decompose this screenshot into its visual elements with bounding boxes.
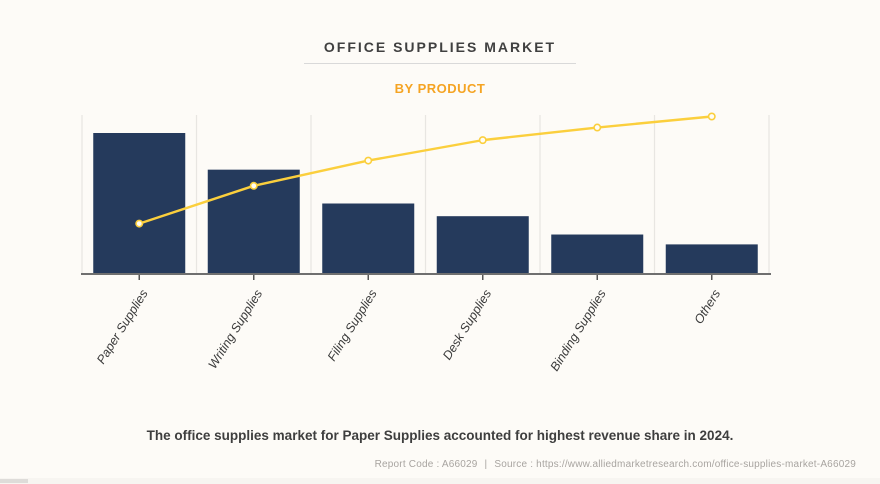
chart-caption: The office supplies market for Paper Sup… (146, 428, 734, 443)
meta-separator: | (484, 459, 488, 470)
chart-subtitle: BY PRODUCT (394, 81, 486, 96)
line-marker-2 (364, 156, 373, 165)
chart-title: OFFICE SUPPLIES MARKET (323, 39, 557, 55)
bar-0 (93, 133, 186, 274)
x-label-2: Filing Supplies (325, 287, 380, 363)
line-marker-4 (593, 123, 602, 132)
bar-3 (436, 216, 529, 274)
bottom-strip (0, 478, 880, 484)
bar-4 (551, 234, 644, 274)
x-label-4: Binding Supplies (548, 287, 609, 373)
cumulative-line (138, 115, 713, 225)
bar-2 (322, 203, 415, 274)
bar-5 (665, 244, 758, 274)
line-marker-3 (478, 136, 487, 145)
report-meta: Report Code : A66029 | Source : https://ww… (375, 459, 856, 470)
x-label-3: Desk Supplies (440, 287, 494, 362)
source-text: Source : https://www.alliedmarketresearc… (494, 459, 856, 470)
line-marker-1 (249, 181, 258, 190)
title-divider (304, 63, 576, 64)
line-marker-0 (135, 219, 144, 228)
x-label-1: Writing Supplies (206, 287, 266, 371)
report-code: Report Code : A66029 (374, 459, 478, 470)
line-marker-5 (707, 112, 716, 121)
x-label-0: Paper Supplies (94, 287, 151, 366)
corner-block (0, 479, 28, 483)
x-label-5: Others (692, 287, 724, 326)
